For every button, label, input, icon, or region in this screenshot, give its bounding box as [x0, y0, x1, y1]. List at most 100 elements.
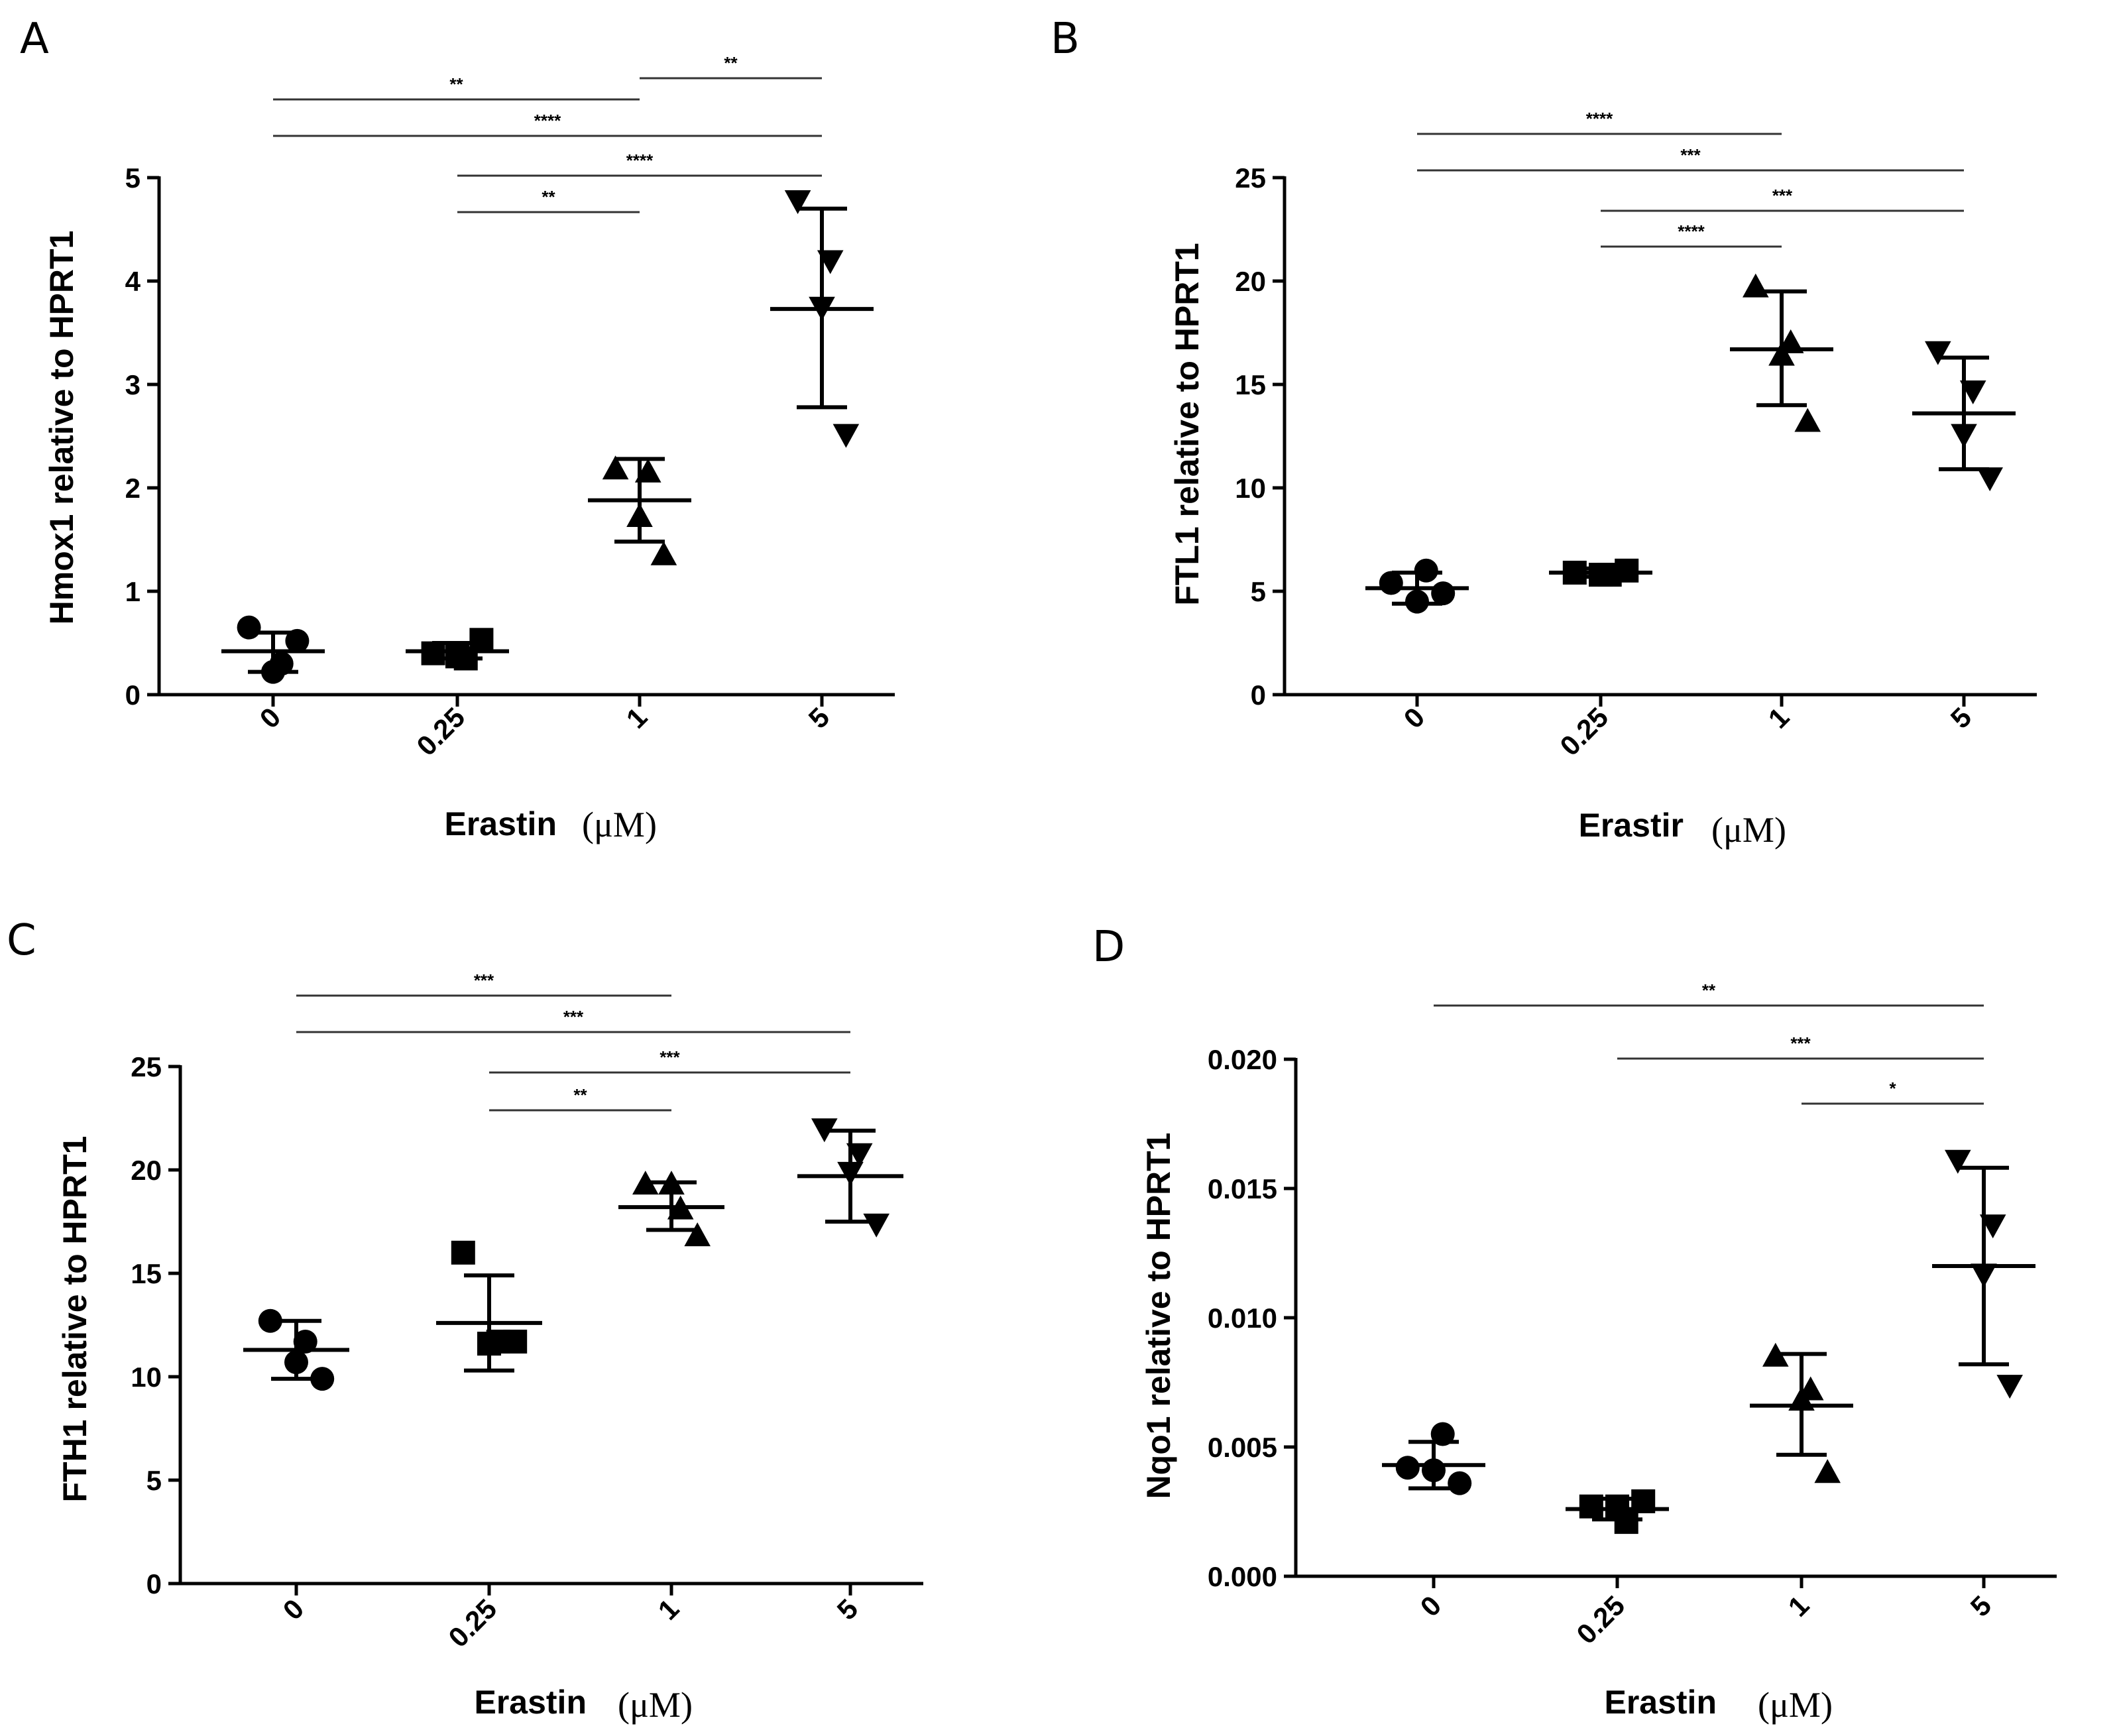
y-tick-label: 5 — [146, 1465, 162, 1496]
panel-a: A Hmox1 relative to HPRT1 Erastin (μM) 0… — [20, 15, 895, 844]
x-tick-label: 1 — [1782, 1590, 1815, 1623]
x-tick-label: 5 — [831, 1593, 864, 1626]
data-point — [1959, 380, 1986, 405]
panel-letter-b: B — [1051, 15, 1080, 64]
y-tick-label: 25 — [1235, 162, 1266, 194]
series-0.25 — [436, 1240, 542, 1373]
data-point — [284, 1350, 308, 1375]
data-point — [1562, 560, 1587, 585]
data-point — [1605, 1494, 1629, 1519]
significance-label: **** — [1678, 221, 1705, 241]
data-point — [1976, 467, 2003, 492]
data-point — [1768, 341, 1795, 366]
y-tick-label: 0.015 — [1208, 1173, 1277, 1204]
x-axis-label: Erastin — [1604, 1684, 1717, 1721]
x-tick-label: 0 — [277, 1593, 310, 1626]
significance-label: *** — [1772, 186, 1793, 205]
x-tick-label: 0 — [1398, 701, 1431, 734]
data-point — [832, 424, 860, 448]
data-point — [1615, 558, 1639, 583]
data-point — [451, 1240, 475, 1265]
data-point — [784, 190, 811, 215]
y-axis-label: FTL1 relative to HPRT1 — [1169, 243, 1206, 605]
data-point — [811, 1118, 838, 1143]
data-point — [846, 1143, 873, 1167]
x-tick-label: 5 — [1945, 701, 1978, 734]
data-point — [258, 1308, 282, 1333]
series-0.25 — [1549, 558, 1652, 587]
data-point — [1589, 563, 1613, 587]
series-1 — [1730, 273, 1833, 432]
panel-d: D Nqo1 relative to HPRT1 Erastin (μM) 0.… — [1092, 923, 2057, 1725]
y-tick-label: 5 — [1251, 576, 1266, 607]
y-tick-label: 10 — [1235, 473, 1266, 504]
data-point — [684, 1222, 711, 1247]
x-tick-label: 1 — [1762, 701, 1796, 734]
x-tick-label: 0 — [1414, 1590, 1448, 1623]
significance-label: *** — [1790, 1033, 1811, 1053]
significance-label: *** — [1680, 145, 1701, 165]
data-point — [1794, 408, 1821, 432]
significance-label: **** — [534, 111, 561, 131]
data-point — [1379, 571, 1403, 595]
data-point — [1448, 1471, 1472, 1495]
x-tick-label: 1 — [620, 701, 654, 734]
series-0.25 — [1566, 1489, 1669, 1534]
data-point — [421, 641, 445, 665]
data-point — [1996, 1375, 2023, 1399]
x-tick-label: 5 — [803, 701, 836, 734]
y-tick-label: 4 — [125, 266, 141, 297]
data-point — [658, 1171, 685, 1195]
x-tick-label: 0.25 — [1554, 701, 1614, 762]
data-point — [1951, 424, 1977, 448]
data-point — [1945, 1149, 1971, 1174]
x-axis-unit: (μM) — [1711, 810, 1786, 850]
y-tick-label: 10 — [131, 1361, 162, 1393]
significance-label: * — [1889, 1078, 1896, 1098]
x-tick-label: 0.25 — [1570, 1590, 1631, 1650]
y-tick-label: 1 — [125, 576, 141, 607]
x-axis-label: Erastin — [444, 805, 557, 842]
data-point — [667, 1195, 694, 1220]
significance-label: **** — [1586, 109, 1613, 129]
data-point — [809, 296, 835, 321]
data-point — [1431, 581, 1456, 606]
y-tick-label: 15 — [131, 1258, 162, 1289]
data-point — [1762, 1342, 1789, 1367]
x-axis-unit: (μM) — [582, 805, 657, 844]
y-tick-label: 15 — [1235, 369, 1266, 400]
significance-label: **** — [626, 150, 654, 170]
y-tick-label: 3 — [125, 369, 141, 400]
data-point — [650, 541, 677, 565]
data-point — [477, 1332, 501, 1356]
series-5 — [1932, 1149, 2035, 1399]
significance-label: *** — [474, 970, 494, 990]
series-1 — [588, 455, 691, 565]
data-point — [602, 455, 629, 480]
x-tick-label: 0.25 — [442, 1593, 502, 1653]
data-point — [1814, 1459, 1841, 1483]
data-point — [1631, 1489, 1656, 1513]
y-tick-label: 0.020 — [1208, 1044, 1277, 1075]
y-tick-label: 5 — [125, 162, 141, 194]
y-tick-label: 0.010 — [1208, 1302, 1277, 1334]
data-point — [1422, 1458, 1446, 1483]
y-tick-label: 2 — [125, 473, 141, 504]
x-axis-unit: (μM) — [1758, 1685, 1833, 1725]
series-0 — [1382, 1422, 1485, 1495]
series-1 — [1750, 1342, 1853, 1483]
data-point — [503, 1329, 528, 1354]
data-point — [863, 1213, 889, 1238]
significance-label: ** — [724, 53, 738, 73]
significance-label: *** — [563, 1007, 584, 1027]
series-0 — [243, 1308, 349, 1391]
data-point — [237, 615, 261, 640]
panel-letter-c: C — [7, 916, 36, 965]
y-axis-label: Hmox1 relative to HPRT1 — [43, 231, 80, 625]
y-tick-label: 0.000 — [1208, 1561, 1277, 1592]
series-0 — [221, 615, 325, 684]
panel-letter-a: A — [20, 15, 49, 64]
data-point — [285, 628, 310, 653]
data-point — [261, 660, 285, 684]
y-tick-label: 20 — [131, 1155, 162, 1186]
